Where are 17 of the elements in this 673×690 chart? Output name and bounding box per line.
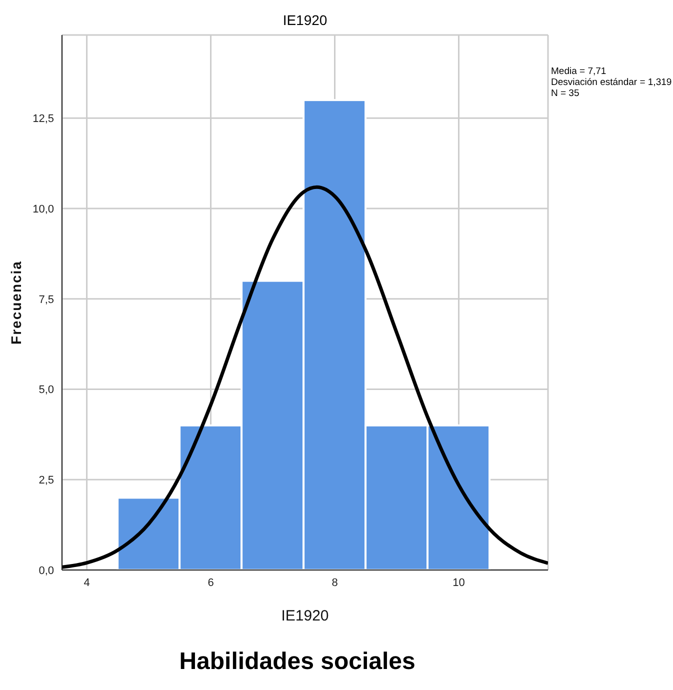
text: Habilidades sociales (178, 648, 416, 676)
x-tick-label: 4 (84, 576, 90, 589)
y-tick-label: 10,0 (32, 203, 54, 216)
text: N = 35 (551, 88, 580, 99)
x-tick-label: 6 (208, 576, 214, 589)
text: Media = 7,71 (551, 66, 608, 77)
text: Desviación estándar = 1,319 (551, 77, 672, 88)
x-tick-label: 8 (332, 576, 338, 589)
chart-title: IE1920 (282, 12, 328, 28)
y-tick-label: 2,5 (38, 474, 54, 487)
y-tick-label: 7,5 (38, 294, 54, 306)
y-tick-label: 12,5 (32, 113, 54, 126)
y-axis-title: Frecuencia (8, 260, 24, 344)
x-axis-title: IE1920 (281, 608, 329, 625)
y-tick-label: 0,0 (38, 564, 54, 577)
y-tick-label: 5,0 (38, 384, 54, 396)
x-tick-label: 10 (452, 576, 465, 589)
